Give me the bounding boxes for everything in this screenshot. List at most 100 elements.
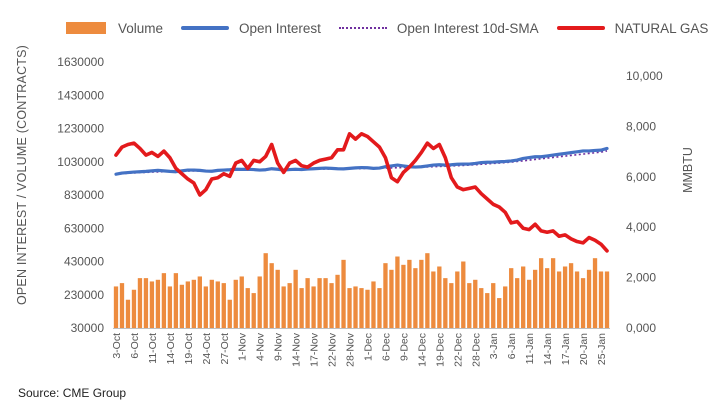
volume-bar [419,259,424,328]
volume-bar [269,263,274,328]
legend-item-natural-gas: NATURAL GAS [556,21,708,36]
volume-bar [580,278,586,329]
x-tick-label: 22-Nov [327,332,339,367]
x-tick-label: 19-Dec [434,333,446,367]
volume-bar [305,278,310,329]
x-tick-label: 17-Nov [309,332,321,367]
volume-bars [113,253,610,329]
x-tick-label: 9-Dec [398,333,410,361]
volume-bar [353,286,358,328]
x-tick-label: 25-Jan [596,333,608,365]
volume-bar [203,286,208,328]
volume-bar [119,283,125,328]
volume-bar [311,286,316,328]
volume-bar [467,283,472,328]
x-tick-label: 20-Jan [578,333,590,365]
volume-bar [227,299,232,328]
x-tick-label: 19-Oct [183,333,195,365]
volume-bar [221,283,226,328]
volume-bar [604,271,610,328]
x-tick-label: 14-Jan [542,333,554,365]
x-tick-label: 6-Jan [506,333,518,359]
volume-bar [257,276,262,328]
volume-bar [245,288,250,328]
sma-swatch [338,27,387,29]
y-right-tick-label: 10,000 [626,69,663,83]
x-tick-label: 11-Jan [524,333,536,364]
volume-bar [233,279,238,328]
volume-bar [281,286,286,328]
volume-bar [113,286,119,328]
volume-bar [574,271,580,328]
volume-bar [377,288,382,328]
volume-bar [592,258,598,328]
volume-bar [251,293,256,328]
volume-bar [491,283,496,328]
open-interest-line [114,146,609,176]
x-tick-label: 9-Nov [273,332,285,361]
volume-bar [407,259,412,328]
y-left-tick-label: 1230000 [57,122,104,136]
volume-bar [461,261,466,328]
natural-gas-line [114,132,609,253]
x-tick-label: 1-Nov [237,332,249,361]
volume-bar [509,268,514,328]
volume-bar [503,286,508,328]
y-left-tick-label: 1430000 [57,88,104,102]
x-tick-label: 28-Nov [345,332,357,367]
volume-bar [155,279,161,328]
y-right-tick-label: 6,000 [626,170,656,184]
volume-bar [365,289,370,328]
volume-bar [532,269,538,328]
volume-bar [329,283,334,328]
volume-bar [149,281,155,328]
y-axis-left-title-text: OPEN INTEREST / VOLUME (CONTRACTS) [15,44,29,306]
x-tick-label: 24-Oct [201,333,213,365]
volume-bar [413,268,418,328]
y-right-tick-label: 4,000 [626,220,656,234]
volume-bar [598,271,604,328]
volume-bar [515,278,520,329]
legend-label-volume: Volume [118,20,164,36]
x-tick-label: 14-Dec [416,333,428,367]
volume-bar [556,271,562,328]
volume-bar [395,256,400,328]
open-interest-swatch [181,26,230,30]
volume-bar [131,289,137,328]
x-tick-label: 1-Dec [362,333,374,361]
volume-bar [425,253,430,328]
volume-bar [209,279,214,328]
volume-bar [562,266,568,328]
y-left-tick-label: 430000 [64,255,104,269]
volume-bar [317,278,322,329]
y-left-tick-label: 830000 [64,188,104,202]
volume-bar [359,288,364,328]
x-tick-label: 4-Nov [255,332,267,361]
x-tick-label: 3-Jan [488,333,500,359]
y-axis-left-ticks: 1630000 1430000 1230000 1030000 830000 630000… [57,55,104,335]
volume-bar [275,269,280,328]
volume-bar [497,298,502,328]
volume-bar [143,278,149,329]
volume-bar [167,286,173,328]
volume-bar [485,293,490,328]
y-left-tick-label: 1030000 [57,155,104,169]
volume-bar [125,299,131,328]
series-lines [114,132,609,253]
volume-bar [323,278,328,329]
x-tick-label: 22-Dec [452,333,464,367]
volume-bar [185,281,190,328]
legend-item-volume: Volume [66,21,163,36]
volume-bar [299,288,304,328]
y-left-tick-label: 630000 [64,221,104,235]
volume-bar [473,279,478,328]
volume-bar [335,274,340,328]
volume-bar [341,259,346,328]
volume-bar [437,266,442,328]
volume-bar [173,273,179,328]
x-tick-label: 6-Dec [380,333,392,361]
volume-bar [191,279,196,328]
y-left-tick-label: 1630000 [57,55,104,69]
legend-item-sma: Open Interest 10d-SMA [338,21,539,36]
